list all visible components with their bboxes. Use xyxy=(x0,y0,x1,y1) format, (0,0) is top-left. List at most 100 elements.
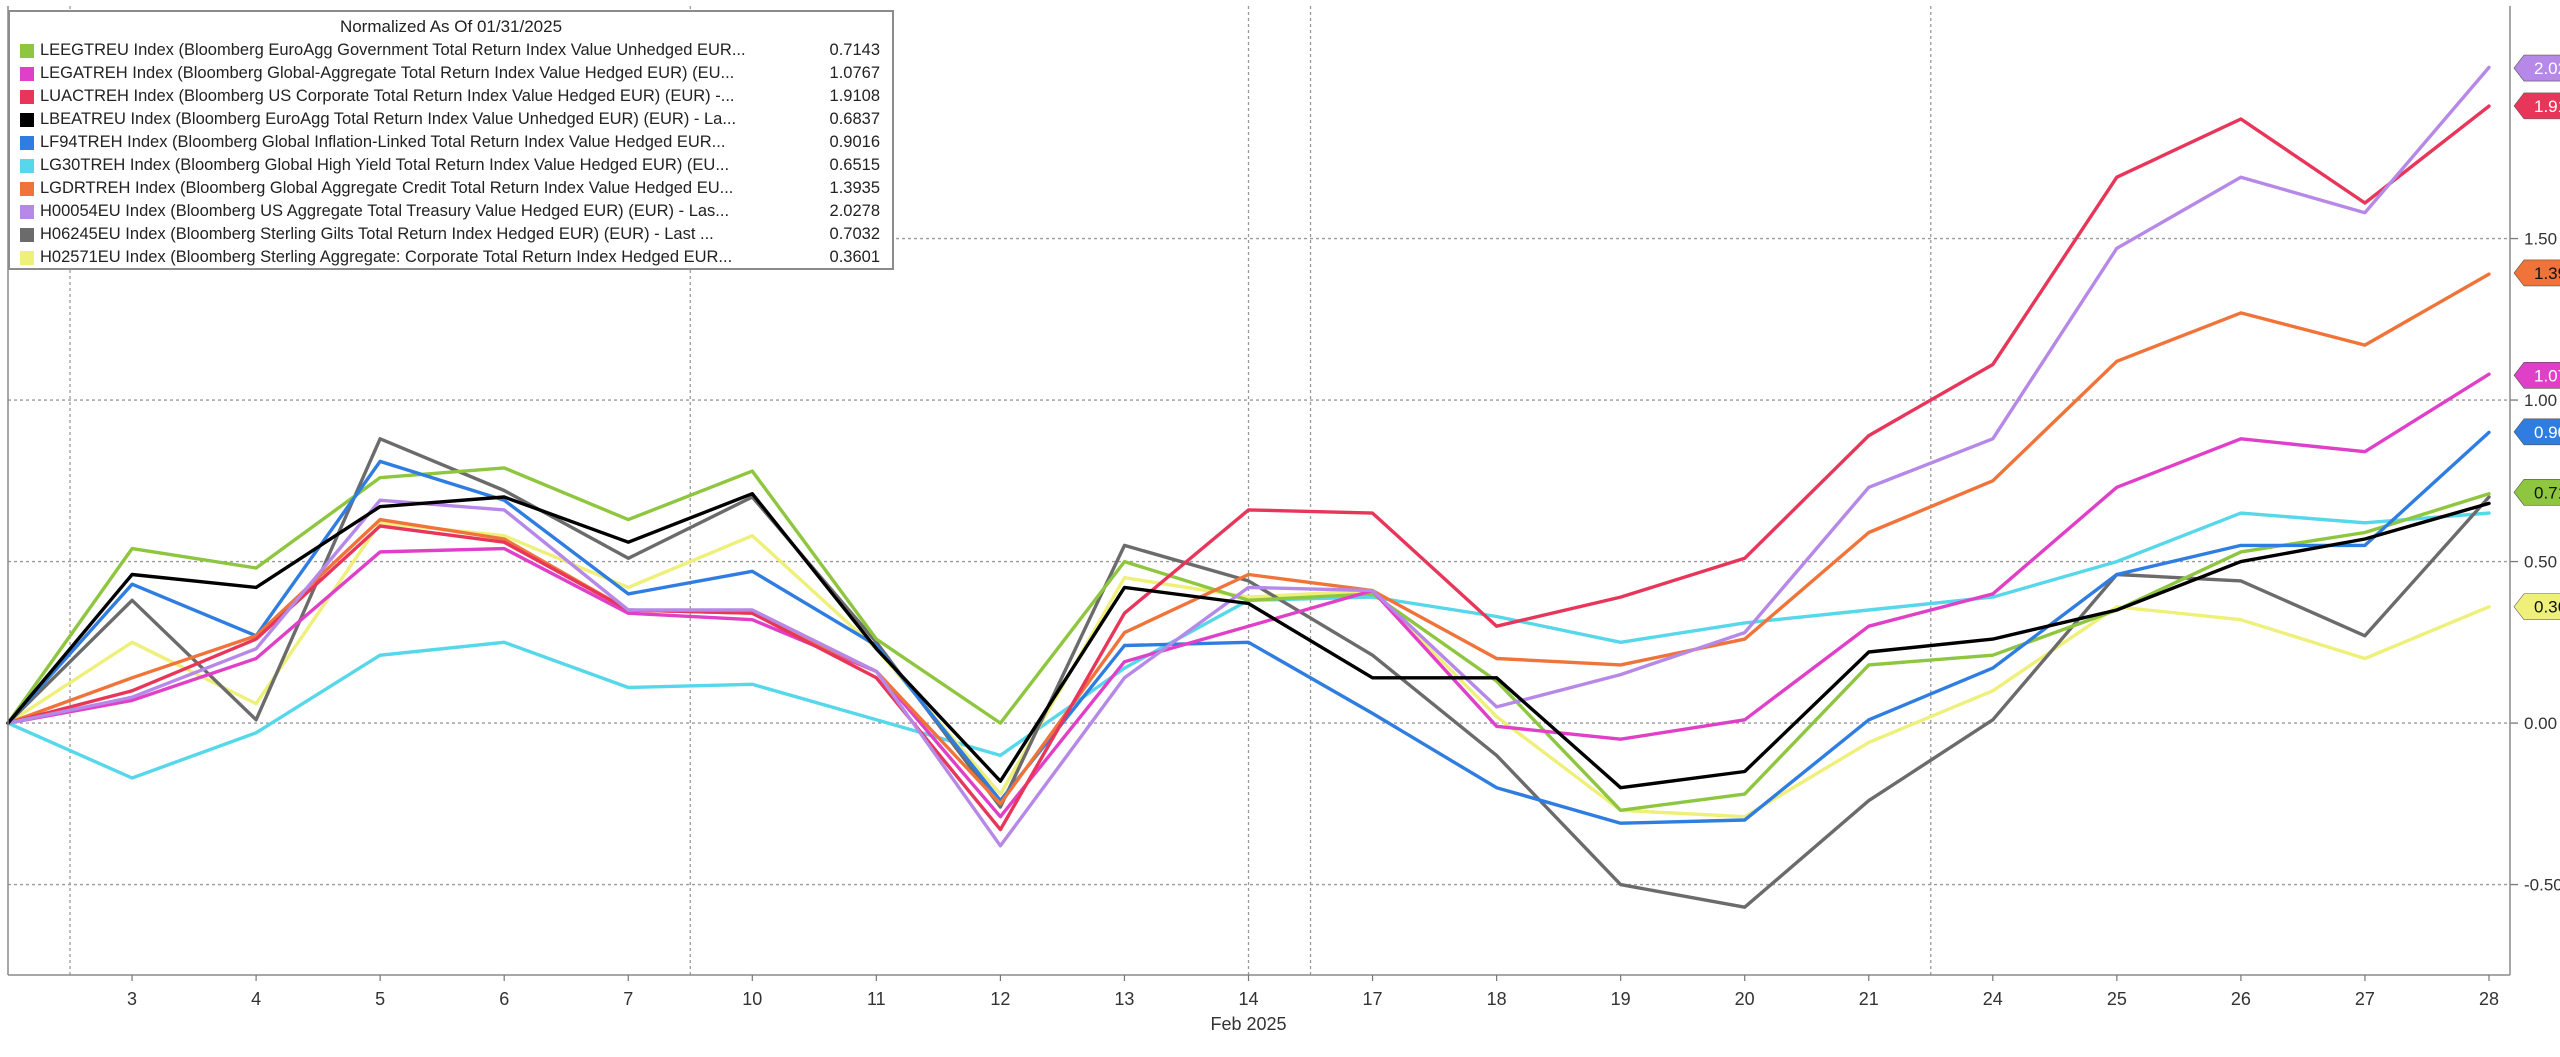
y-tick-label: 1.00 xyxy=(2524,391,2557,410)
y-tick-label: 1.50 xyxy=(2524,230,2557,249)
tag-label: 1.9108 xyxy=(2534,97,2560,116)
x-tick-label: 21 xyxy=(1859,989,1879,1009)
x-tick-label: 24 xyxy=(1983,989,2003,1009)
tag-shape xyxy=(2513,259,2560,287)
legend-value: 0.9016 xyxy=(829,133,880,151)
last-value-tag: 2.0278 xyxy=(2513,54,2560,82)
x-tick-label: 7 xyxy=(623,989,633,1009)
legend-label: LUACTREH Index (Bloomberg US Corporate T… xyxy=(40,87,735,105)
tag-label: 0.7143 xyxy=(2534,483,2560,502)
legend-swatch xyxy=(20,158,34,173)
legend-label: LG30TREH Index (Bloomberg Global High Yi… xyxy=(40,156,730,174)
legend-item: H00054EU Index (Bloomberg US Aggregate T… xyxy=(10,200,892,223)
last-value-tag: 1.3935 xyxy=(2513,259,2560,287)
legend-label: H02571EU Index (Bloomberg Sterling Aggre… xyxy=(40,248,733,266)
last-value-tag: 0.7143 xyxy=(2513,479,2560,506)
legend-value: 0.7143 xyxy=(829,41,880,59)
legend-label: LF94TREH Index (Bloomberg Global Inflati… xyxy=(40,133,726,151)
series-line xyxy=(6,430,2491,825)
legend-value: 1.0767 xyxy=(829,64,880,82)
legend-label: H06245EU Index (Bloomberg Sterling Gilts… xyxy=(40,225,714,243)
tag-label: 1.3935 xyxy=(2534,264,2560,283)
x-tick-label: 11 xyxy=(867,989,886,1009)
legend-item: H06245EU Index (Bloomberg Sterling Gilts… xyxy=(10,223,892,246)
x-tick-label: 10 xyxy=(742,989,762,1009)
legend-value: 0.7032 xyxy=(829,225,880,243)
tag-label: 1.0767 xyxy=(2534,366,2560,385)
x-tick-label: 20 xyxy=(1735,989,1755,1009)
legend-swatch xyxy=(20,181,34,196)
y-tick-label: -0.50 xyxy=(2524,876,2560,895)
legend-item: LF94TREH Index (Bloomberg Global Inflati… xyxy=(10,131,892,154)
legend-value: 1.9108 xyxy=(829,87,880,105)
legend-swatch xyxy=(20,66,34,81)
legend-item: LGDRTREH Index (Bloomberg Global Aggrega… xyxy=(10,177,892,200)
legend-swatch xyxy=(20,204,34,219)
legend-label: LBEATREU Index (Bloomberg EuroAgg Total … xyxy=(40,110,737,128)
legend-item: LUACTREH Index (Bloomberg US Corporate T… xyxy=(10,85,892,108)
legend-swatch xyxy=(20,89,34,104)
x-tick-label: 6 xyxy=(499,989,509,1009)
last-value-tag: 0.3601 xyxy=(2513,593,2560,621)
series-lines xyxy=(6,65,2491,909)
legend-item: LEGATREH Index (Bloomberg Global-Aggrega… xyxy=(10,62,892,85)
tag-label: 0.3601 xyxy=(2534,598,2560,617)
last-value-tag: 0.9016 xyxy=(2513,418,2560,446)
x-tick-label: 19 xyxy=(1611,989,1631,1009)
legend-rows: LEEGTREU Index (Bloomberg EuroAgg Govern… xyxy=(10,39,892,269)
last-value-tags: 2.0278 1.9108 1.3935 1.0767 0.9016 0.7143 0.36… xyxy=(2513,54,2560,621)
legend-swatch xyxy=(20,112,34,127)
legend-swatch xyxy=(20,227,34,242)
x-tick-label: 26 xyxy=(2231,989,2251,1009)
legend-value: 0.6837 xyxy=(829,110,880,128)
legend-value: 2.0278 xyxy=(829,202,880,220)
legend-item: LG30TREH Index (Bloomberg Global High Yi… xyxy=(10,154,892,177)
x-period-label: Feb 2025 xyxy=(1210,1014,1286,1034)
x-tick-label: 28 xyxy=(2479,989,2499,1009)
legend-item: LBEATREU Index (Bloomberg EuroAgg Total … xyxy=(10,108,892,131)
x-tick-label: 13 xyxy=(1114,989,1134,1009)
legend-value: 0.3601 xyxy=(829,248,880,266)
x-tick-label: 25 xyxy=(2107,989,2127,1009)
legend-value: 0.6515 xyxy=(829,156,880,174)
tag-label: 0.9016 xyxy=(2534,423,2560,442)
series-line xyxy=(6,104,2491,832)
chart-title: Normalized As Of 01/31/2025 xyxy=(339,17,563,36)
tag-label: 2.0278 xyxy=(2534,59,2560,78)
legend-swatch xyxy=(20,250,34,265)
y-tick-label: 0.50 xyxy=(2524,553,2557,572)
x-tick-label: 17 xyxy=(1363,989,1383,1009)
x-tick-label: 12 xyxy=(990,989,1010,1009)
series-line xyxy=(6,272,2491,806)
series-line xyxy=(6,437,2491,909)
x-tick-label: 14 xyxy=(1238,989,1258,1009)
legend-label: LGDRTREH Index (Bloomberg Global Aggrega… xyxy=(40,179,734,197)
legend-swatch xyxy=(20,135,34,150)
x-tick-label: 18 xyxy=(1487,989,1507,1009)
legend-label: H00054EU Index (Bloomberg US Aggregate T… xyxy=(40,202,730,220)
x-tick-label: 3 xyxy=(127,989,137,1009)
last-value-tag: 1.0767 xyxy=(2513,361,2560,389)
last-value-tag: 1.9108 xyxy=(2513,92,2560,120)
tag-shape xyxy=(2513,593,2560,621)
tag-shape xyxy=(2513,92,2560,120)
legend-label: LEGATREH Index (Bloomberg Global-Aggrega… xyxy=(40,64,735,82)
series-line xyxy=(6,492,2491,790)
legend-item: LEEGTREU Index (Bloomberg EuroAgg Govern… xyxy=(10,39,892,62)
y-tick-label: 0.00 xyxy=(2524,714,2557,733)
tag-shape xyxy=(2513,54,2560,82)
x-tick-label: 5 xyxy=(375,989,385,1009)
x-tick-label: 27 xyxy=(2355,989,2375,1009)
legend: Normalized As Of 01/31/2025 LEEGTREU Ind… xyxy=(8,10,894,270)
tag-shape xyxy=(2513,479,2560,506)
legend-value: 1.3935 xyxy=(829,179,880,197)
series-line xyxy=(6,372,2491,819)
legend-label: LEEGTREU Index (Bloomberg EuroAgg Govern… xyxy=(40,41,746,59)
legend-item: H02571EU Index (Bloomberg Sterling Aggre… xyxy=(10,246,892,269)
legend-swatch xyxy=(20,43,34,58)
tag-shape xyxy=(2513,361,2560,389)
axes: -0.50 0.00 0.50 1.00 1.50 3 4 5 6 7 10 11 12 13 14 17 18… xyxy=(7,6,2560,1034)
x-tick-label: 4 xyxy=(251,989,261,1009)
